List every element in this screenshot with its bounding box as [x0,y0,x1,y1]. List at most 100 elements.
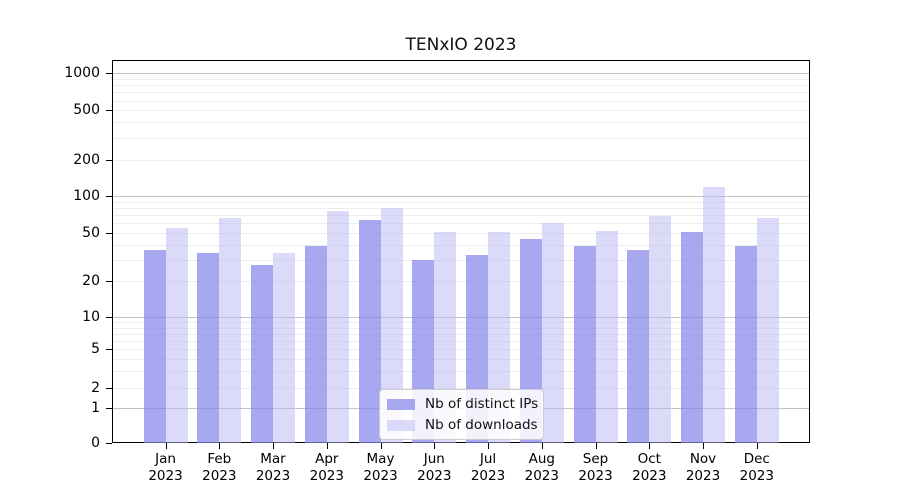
x-tick-mark [380,443,382,449]
y-tick-label: 1 [91,400,100,416]
x-tick-mark [434,443,436,449]
bar-ips-feb [197,253,220,443]
y-tick-label: 1000 [64,65,100,82]
gridline [113,73,809,75]
gridline [113,78,809,80]
gridline [113,196,809,197]
y-tick-mark [106,159,112,161]
y-tick-mark [106,443,112,444]
bar-ips-dec [734,245,757,443]
x-tick-label: Oct 2023 [632,451,667,484]
bar-downloads-dec [756,218,779,443]
x-tick-label: Dec 2023 [739,451,774,484]
legend-item-downloads: Nb of downloads [387,417,538,433]
gridline [113,281,809,282]
x-tick-label: Mar 2023 [255,451,291,484]
bar-ips-jan [143,250,166,443]
bar-downloads-may [380,207,403,443]
gridline [113,370,809,372]
gridline [113,349,809,350]
x-tick-label: Jul 2023 [470,451,506,484]
x-tick-label: May 2023 [363,451,398,484]
bar-downloads-mar [273,253,295,443]
y-tick-label: 10 [82,309,100,326]
y-tick-mark [106,388,112,389]
bar-downloads-apr [326,211,349,443]
y-tick-mark [106,110,112,112]
y-tick-mark [106,73,112,75]
bar-ips-sep [573,245,596,443]
x-tick-label: Jan 2023 [148,451,183,484]
legend-swatch-downloads [387,419,415,431]
y-tick-mark [106,196,112,197]
gridline [113,358,809,360]
gridline [113,223,809,224]
y-tick-label: 500 [73,102,100,119]
gridline [113,322,809,324]
chart-title: TENxIO 2023 [405,35,517,55]
y-tick-label: 20 [82,273,100,289]
gridline [113,92,809,94]
x-tick-mark [165,443,167,449]
x-tick-mark [326,443,328,449]
gridline [113,333,809,335]
legend-label-ips: Nb of distinct IPs [425,396,539,412]
gridline [113,85,809,87]
bar-downloads-nov [703,186,725,443]
x-tick-mark [219,443,221,449]
x-tick-mark [273,443,274,449]
x-tick-label: Apr 2023 [309,451,344,484]
y-tick-label: 0 [91,435,100,451]
y-tick-mark [106,317,112,319]
legend-swatch-ips [387,398,415,410]
gridline [113,159,809,161]
x-tick-mark [488,443,489,449]
bar-ips-oct [627,250,650,443]
bar-downloads-oct [649,215,672,443]
gridline [113,201,809,203]
gridline [113,122,809,124]
y-tick-label: 2 [91,380,100,396]
x-tick-label: Sep 2023 [578,451,613,484]
gridline [113,214,809,216]
gridline [113,317,809,319]
legend-item-ips: Nb of distinct IPs [387,396,539,412]
x-tick-label: Aug 2023 [524,451,559,484]
x-tick-label: Nov 2023 [685,451,721,484]
gridline [113,388,809,389]
y-tick-mark [106,408,112,409]
y-tick-mark [106,349,112,350]
x-tick-mark [756,443,758,449]
bar-downloads-sep [595,230,618,443]
bar-downloads-feb [219,218,242,443]
x-tick-mark [703,443,704,449]
bar-ips-mar [251,265,273,443]
gridline [113,232,809,234]
gridline [113,327,809,329]
gridline [113,244,809,246]
gridline [113,207,809,209]
gridline [113,259,809,261]
gridline [113,100,809,102]
x-tick-mark [595,443,597,449]
y-tick-label: 100 [73,188,100,204]
y-tick-label: 5 [91,341,100,357]
bar-downloads-aug [541,223,564,443]
bar-ips-apr [304,245,327,443]
gridline [113,110,809,112]
x-tick-mark [541,443,543,449]
x-tick-label: Jun 2023 [417,451,452,484]
x-tick-label: Feb 2023 [202,451,237,484]
gridline [113,340,809,342]
y-tick-mark [106,281,112,282]
y-tick-mark [106,232,112,234]
legend: Nb of distinct IPs Nb of downloads [379,389,544,440]
x-tick-mark [649,443,651,449]
y-tick-label: 50 [82,224,100,241]
legend-label-downloads: Nb of downloads [425,417,538,433]
bar-downloads-jan [165,227,188,443]
bar-ips-nov [681,231,703,443]
gridline [113,137,809,139]
y-tick-label: 200 [73,151,100,168]
